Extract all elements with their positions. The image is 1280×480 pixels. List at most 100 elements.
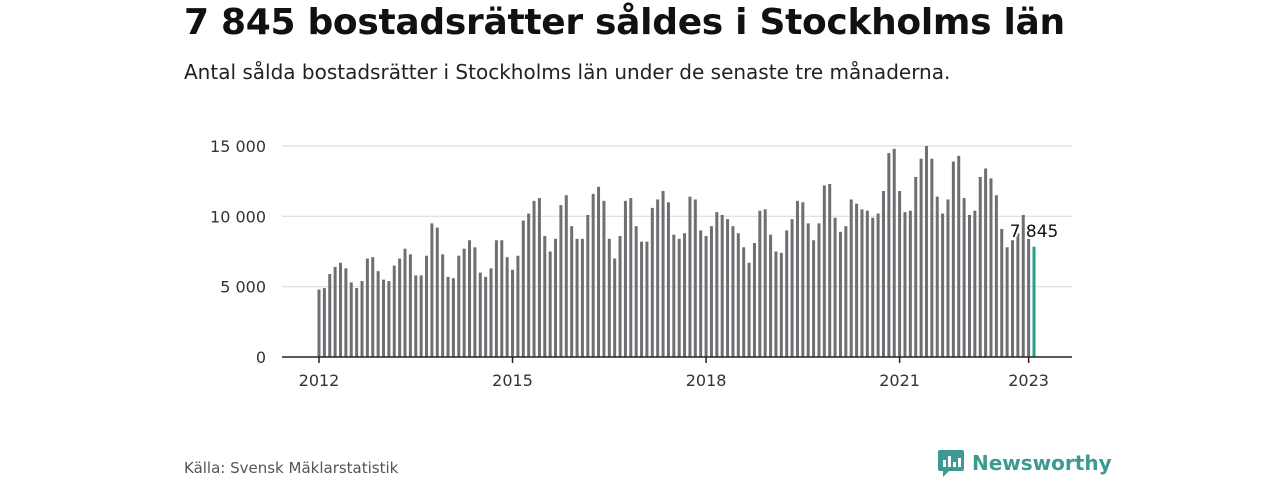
bar (360, 281, 364, 357)
bar (688, 196, 692, 357)
y-tick-label: 10 000 (210, 207, 266, 226)
bar (795, 200, 799, 357)
bar (865, 210, 869, 357)
bar (672, 234, 676, 357)
bar (962, 198, 966, 357)
source-note: Källa: Svensk Mäklarstatistik (184, 459, 399, 477)
page-title: 7 845 bostadsrätter såldes i Stockholms … (184, 2, 1065, 43)
bar (430, 223, 434, 357)
bar (817, 223, 821, 357)
bar (521, 220, 525, 357)
bar (699, 230, 703, 357)
bar (559, 205, 563, 357)
bar (629, 198, 633, 357)
bar (747, 262, 751, 357)
bar (957, 155, 961, 357)
bar (790, 219, 794, 357)
bar (860, 209, 864, 357)
bar (951, 161, 955, 357)
bar (1027, 238, 1031, 357)
bar (468, 240, 472, 357)
bar (806, 223, 810, 357)
bar (946, 199, 950, 357)
bar (376, 271, 380, 357)
bar (446, 276, 450, 357)
bar (994, 195, 998, 357)
bar (613, 258, 617, 357)
bar (1000, 228, 1004, 357)
bar (365, 258, 369, 357)
bar (591, 193, 595, 357)
bar (597, 186, 601, 357)
highlight-value-label: 7 845 (1010, 222, 1059, 242)
bar (677, 238, 681, 357)
bar (543, 236, 547, 357)
bar (387, 281, 391, 357)
bar (516, 255, 520, 357)
bar (763, 209, 767, 357)
bar (645, 241, 649, 357)
bar (908, 210, 912, 357)
bar (973, 210, 977, 357)
bar (715, 212, 719, 357)
bar (339, 262, 342, 357)
bar (855, 203, 859, 357)
bar (989, 178, 993, 357)
bar (769, 234, 773, 357)
bar (656, 199, 660, 357)
x-tick-label: 2015 (492, 371, 533, 390)
bar (844, 226, 848, 357)
bar (876, 213, 880, 357)
bar (500, 240, 504, 357)
newsworthy-logo[interactable]: Newsworthy (937, 448, 1112, 478)
bar (731, 226, 735, 357)
bar (785, 230, 789, 357)
bar (726, 219, 730, 357)
x-tick-label: 2023 (1008, 371, 1049, 390)
bar (586, 214, 590, 357)
bar (511, 269, 515, 357)
bar (903, 212, 907, 357)
bar (425, 255, 429, 357)
bar (779, 252, 783, 357)
bar (618, 236, 622, 357)
bar (924, 146, 928, 357)
bar (774, 251, 778, 357)
bar (1016, 233, 1020, 357)
bar (489, 268, 493, 357)
bar-chart: 0 5 000 10 000 15 000 2012 2015 2018 2021 2023 7 … (210, 137, 1072, 390)
bar (478, 272, 482, 357)
bar (548, 251, 552, 357)
highlight-bar (1032, 246, 1036, 357)
bar (398, 258, 402, 357)
bar (828, 183, 832, 357)
bar (414, 275, 418, 357)
bar (328, 274, 332, 357)
bar (666, 202, 670, 357)
bar (887, 153, 891, 357)
bar (392, 265, 396, 357)
bar (371, 257, 375, 357)
bar (355, 288, 359, 357)
bar (941, 213, 945, 357)
page-subtitle: Antal sålda bostadsrätter i Stockholms l… (184, 60, 951, 84)
bar (408, 254, 412, 357)
bar (564, 195, 568, 357)
bar (575, 238, 579, 357)
bar (382, 279, 386, 357)
bar (441, 254, 445, 357)
bar (462, 248, 466, 357)
bar (473, 247, 477, 357)
bar (554, 238, 558, 357)
bar (322, 288, 326, 357)
bar (580, 238, 584, 357)
bar (532, 200, 536, 357)
bar (435, 227, 439, 357)
bar (1011, 240, 1014, 357)
bar (736, 233, 740, 357)
bar (349, 282, 353, 357)
y-tick-label: 15 000 (210, 137, 266, 156)
bar (978, 176, 982, 357)
bar (833, 217, 837, 357)
bar (634, 226, 638, 357)
